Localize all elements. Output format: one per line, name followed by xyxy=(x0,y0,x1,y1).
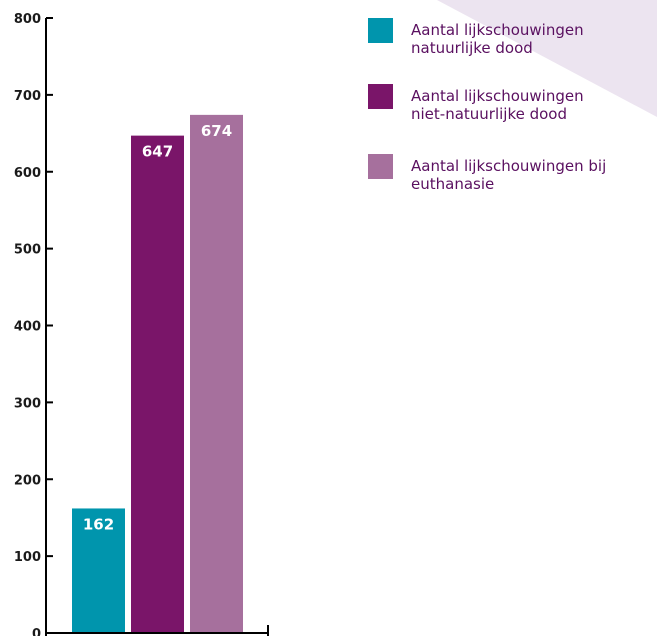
y-tick-label: 500 xyxy=(14,243,41,258)
bar xyxy=(190,114,243,634)
bar-value-label: 647 xyxy=(142,143,173,161)
bar-value-label: 674 xyxy=(201,122,232,140)
legend-label: natuurlijke dood xyxy=(411,39,533,57)
bars-layer: 162 647 674 xyxy=(72,114,243,634)
bar xyxy=(72,508,125,633)
legend-label: Aantal lijkschouwingen xyxy=(411,87,584,105)
y-tick-label: 600 xyxy=(14,166,41,181)
bar-value-label: 162 xyxy=(83,515,114,533)
legend-swatch xyxy=(368,154,393,179)
legend-label: Aantal lijkschouwingen xyxy=(411,21,584,39)
y-tick-label: 700 xyxy=(14,89,41,104)
y-tick-label: 800 xyxy=(14,12,41,27)
bar xyxy=(131,135,184,633)
legend-label: euthanasie xyxy=(411,175,494,193)
legend-label: Aantal lijkschouwingen bij xyxy=(411,157,606,175)
legend-swatch xyxy=(368,18,393,43)
background-accent-triangle xyxy=(437,0,657,117)
y-axis: 0 100 200 300 400 500 600 700 800 xyxy=(14,12,269,636)
y-tick-label: 400 xyxy=(14,320,41,335)
y-tick-label: 200 xyxy=(14,473,41,488)
y-tick-label: 300 xyxy=(14,396,41,411)
y-tick-label: 0 xyxy=(32,627,41,636)
y-tick-label: 100 xyxy=(14,550,41,565)
legend-swatch xyxy=(368,84,393,109)
legend-label: niet-natuurlijke dood xyxy=(411,105,567,123)
